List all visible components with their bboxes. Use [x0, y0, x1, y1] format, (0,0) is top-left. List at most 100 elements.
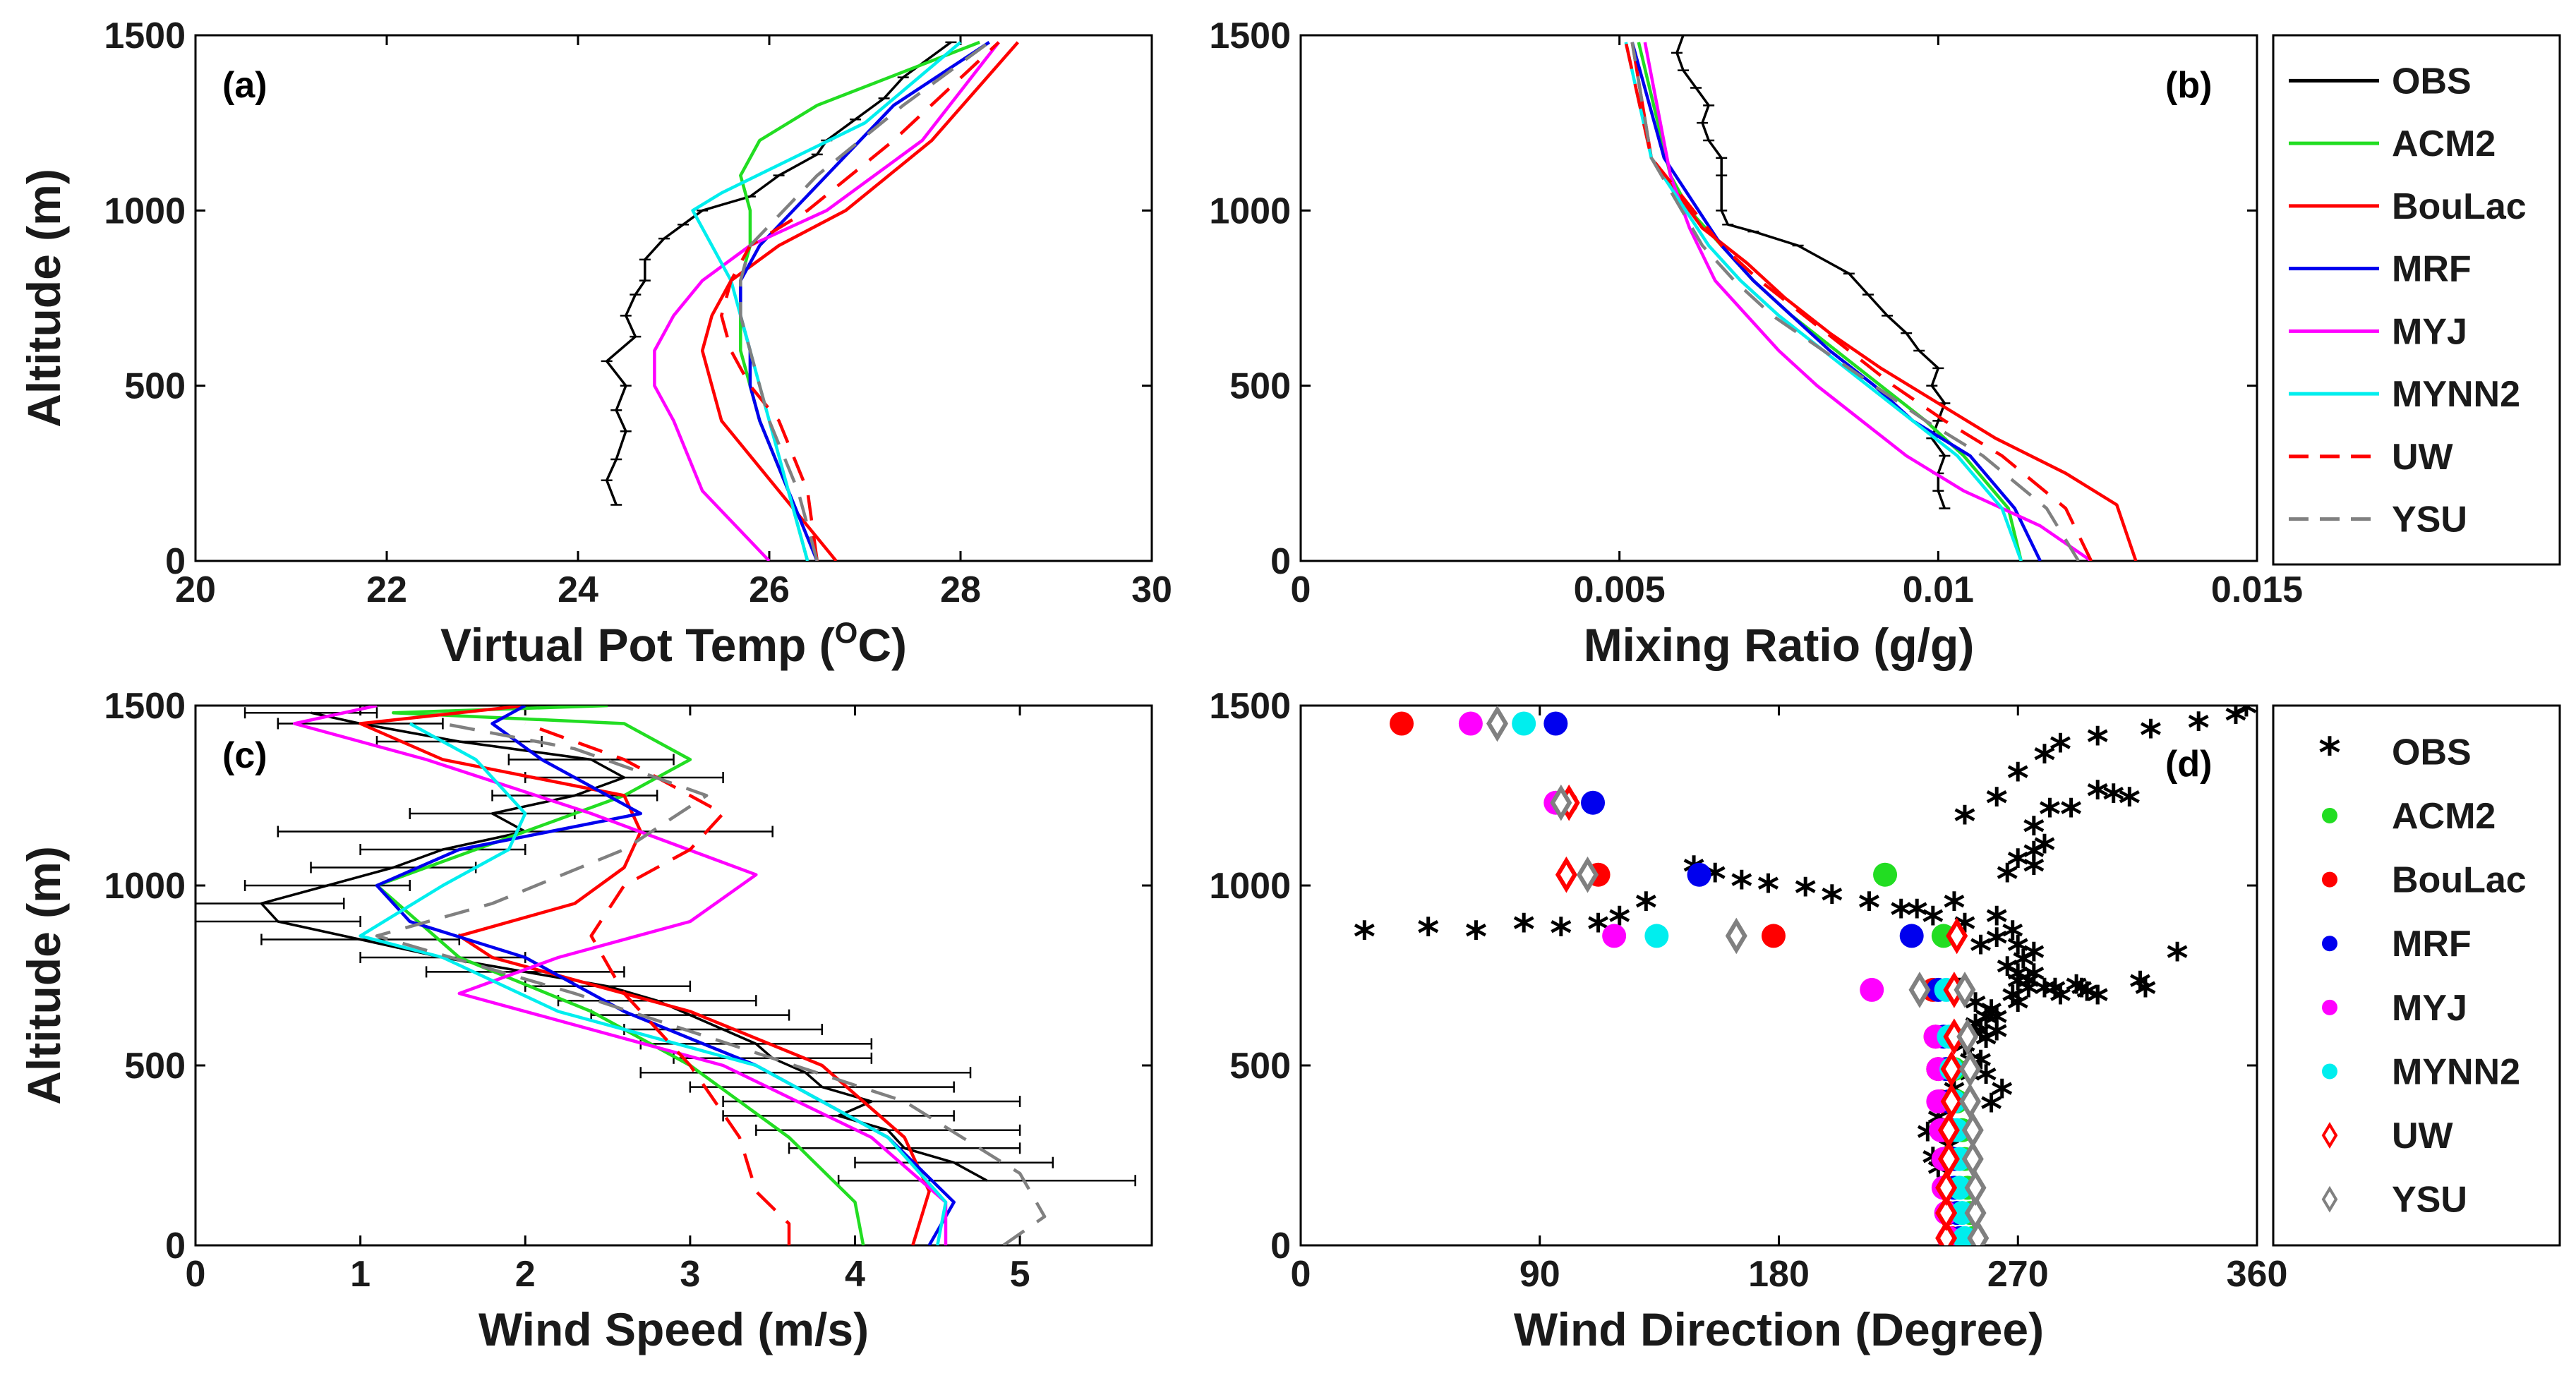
- obs-point: *: [1975, 999, 1997, 1048]
- ytick-label: 500: [1229, 1046, 1291, 1087]
- point-boulac: [1390, 711, 1414, 736]
- obs-point: *: [2086, 977, 2108, 1027]
- series-line-mynn2: [1624, 42, 2023, 561]
- series-line-boulac: [359, 706, 931, 1245]
- obs-point: *: [1996, 948, 2018, 998]
- ytick-label: 1000: [1209, 866, 1291, 907]
- legend-label-obs: OBS: [2392, 732, 2472, 773]
- ytick-label: 1000: [104, 191, 186, 231]
- legend-label-mrf: MRF: [2392, 924, 2472, 965]
- xtick-label: 0.01: [1903, 569, 1974, 610]
- xtick-label: 30: [1131, 569, 1172, 610]
- series-line-boulac: [700, 41, 1019, 561]
- obs-point: *: [2007, 956, 2029, 1005]
- obs-point: *: [1858, 884, 1880, 933]
- obs-point: *: [1970, 927, 1992, 977]
- legend-label-mynn2: MYNN2: [2392, 1051, 2520, 1092]
- x-axis-label-main: Wind Speed (m/s): [479, 1303, 869, 1355]
- x-axis-label-main: Mixing Ratio (g/g): [1584, 619, 1975, 671]
- point-ysu: [1964, 1195, 1987, 1231]
- point-ysu: [1967, 1219, 1990, 1245]
- axes-frame-c: [194, 704, 1153, 1247]
- series-line-ysu: [375, 722, 1047, 1245]
- obs-point: *: [2060, 790, 2082, 840]
- xtick-label: 0: [1291, 569, 1311, 610]
- series-line-mynn2: [359, 722, 948, 1245]
- obs-point: *: [1985, 898, 2007, 948]
- point-ysu: [1959, 1083, 1981, 1120]
- xtick-label: 4: [845, 1254, 865, 1295]
- obs-point: *: [2023, 848, 2045, 897]
- xtick-label: 26: [749, 569, 790, 610]
- series-line-uw: [1624, 42, 2093, 561]
- obs-point: *: [1985, 780, 2007, 829]
- x-axis-label-main: Virtual Pot Temp (: [440, 619, 835, 671]
- obs-point: *: [2071, 970, 2093, 1020]
- xtick-label: 24: [558, 569, 598, 610]
- obs-point: *: [1991, 1071, 2013, 1120]
- ytick-label: 1000: [104, 866, 186, 907]
- obs-point: *: [2166, 934, 2188, 984]
- series-line-boulac: [1630, 42, 2138, 561]
- point-mynn2: [1644, 924, 1669, 948]
- obs-point: *: [1794, 869, 1816, 919]
- panel-label: (b): [2165, 65, 2212, 106]
- legend-marker-obs: *: [2318, 728, 2340, 778]
- ytick-label: 1000: [1209, 191, 1291, 231]
- obs-point: *: [2007, 754, 2029, 804]
- point-ysu: [1961, 1111, 1984, 1149]
- series-line-mynn2: [691, 41, 962, 561]
- plot-area-a: [601, 40, 1019, 561]
- legend-box: [2272, 34, 2561, 566]
- xtick-label: 20: [175, 569, 216, 610]
- obs-point: *: [2023, 956, 2045, 1005]
- panel-a: 20 22 24 26 28 30 0 500 1000 1500 Virtual Pot Temp…: [18, 16, 1172, 671]
- legend-marker-mrf: [2322, 936, 2337, 952]
- point-mrf: [1899, 924, 1924, 948]
- obs-point: *: [2039, 790, 2061, 840]
- legend-label-uw: UW: [2392, 1116, 2454, 1156]
- obs-point: *: [1757, 866, 1779, 915]
- obs-point: *: [2065, 967, 2087, 1016]
- point-ysu: [1577, 856, 1599, 893]
- xtick-label: 3: [680, 1254, 700, 1295]
- x-axis-label: Wind Direction (Degree): [1514, 1303, 2044, 1355]
- xtick-label: 5: [1010, 1254, 1030, 1295]
- point-uw: [1935, 1195, 1958, 1231]
- point-uw: [1935, 1219, 1958, 1245]
- series-line-ysu: [1630, 42, 2081, 561]
- point-ysu: [1956, 1018, 1979, 1056]
- obs-point: *: [1980, 1085, 2002, 1135]
- series-line-obs: [1675, 35, 1946, 509]
- legend-label-uw: UW: [2392, 437, 2454, 478]
- obs-point: *: [2187, 704, 2209, 754]
- obs-point: *: [2086, 773, 2108, 822]
- point-mrf: [1687, 862, 1711, 887]
- series-line-uw: [720, 41, 1000, 561]
- point-ysu: [1908, 972, 1931, 1008]
- legend-label-obs: OBS: [2392, 61, 2472, 102]
- obs-point: *: [1465, 912, 1487, 962]
- legend-marker-uw: [2321, 1122, 2338, 1149]
- point-uw: [1935, 1169, 1958, 1207]
- point-myj: [1458, 711, 1483, 736]
- obs-point: *: [2086, 718, 2108, 768]
- point-mrf: [1581, 790, 1606, 815]
- series-line-mrf: [375, 706, 956, 1245]
- panel-label: (c): [222, 735, 267, 776]
- ytick-label: 0: [1270, 541, 1291, 582]
- obs-point: *: [2002, 912, 2023, 962]
- obs-point: *: [2050, 725, 2071, 775]
- ytick-label: 1500: [1209, 686, 1291, 727]
- legend-label-ysu: YSU: [2392, 500, 2467, 540]
- obs-point: *: [2023, 934, 2045, 984]
- y-axis-label: Altitude (m): [18, 846, 70, 1105]
- series-line-ysu: [739, 41, 991, 561]
- point-uw: [1937, 1111, 1960, 1149]
- ytick-label: 1500: [104, 16, 186, 56]
- point-myj: [1860, 977, 1884, 1002]
- legend-marker-ysu: [2321, 1185, 2338, 1213]
- series-line-myj: [1643, 42, 2093, 561]
- obs-point: *: [2235, 689, 2257, 739]
